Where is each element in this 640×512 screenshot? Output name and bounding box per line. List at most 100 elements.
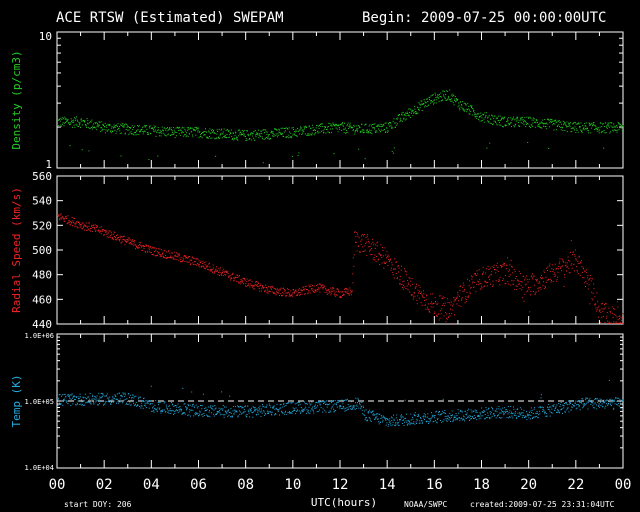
density-point [609, 132, 611, 134]
speed-point [602, 315, 604, 317]
temp-point [468, 417, 470, 418]
temp-point [562, 412, 563, 414]
density-point [169, 128, 171, 130]
speed-point [324, 286, 326, 288]
density-point [431, 94, 433, 96]
density-point [325, 127, 326, 128]
temp-point [583, 403, 585, 405]
density-point [421, 110, 423, 111]
speed-point [373, 243, 375, 245]
density-point [424, 106, 426, 108]
density-point [620, 124, 622, 126]
temp-point [111, 401, 113, 403]
temp-point [401, 416, 403, 418]
density-point [520, 122, 522, 124]
temp-point [332, 404, 334, 406]
temp-point [406, 421, 408, 423]
density-point [536, 121, 538, 123]
temp-point [410, 413, 412, 415]
temp-point [91, 396, 93, 397]
speed-point [479, 282, 481, 284]
density-point [524, 117, 526, 119]
speed-point [426, 294, 428, 296]
temp-point [101, 392, 103, 394]
speed-point [496, 265, 498, 267]
density-point [437, 97, 439, 98]
density-point [61, 125, 62, 127]
density-point [137, 125, 138, 127]
temp-point [84, 393, 86, 395]
temp-point [147, 402, 149, 404]
density-point [390, 122, 392, 124]
density-point [366, 129, 368, 131]
temp-point [270, 411, 272, 413]
speed-point [62, 216, 64, 218]
density-point [566, 131, 568, 133]
speed-point [264, 291, 266, 293]
temp-point [61, 394, 63, 396]
speed-point [141, 250, 143, 251]
temp-point [509, 416, 511, 418]
temp-point [394, 425, 396, 427]
speed-point [583, 277, 585, 279]
temp-point [531, 412, 533, 413]
speed-point [319, 283, 321, 285]
density-point [451, 98, 453, 100]
speed-point [446, 318, 448, 320]
speed-point [219, 267, 221, 269]
temp-point [489, 418, 491, 420]
density-point [395, 122, 397, 124]
speed-point [450, 301, 452, 303]
temp-point [259, 408, 261, 410]
speed-point [488, 276, 489, 278]
density-point [330, 124, 332, 126]
speed-point [454, 298, 456, 300]
density-point [576, 128, 578, 130]
speed-point [577, 261, 579, 262]
speed-point [538, 287, 540, 289]
temp-point [493, 413, 495, 415]
temp-point [294, 409, 296, 411]
density-point [352, 127, 354, 129]
temp-point [491, 406, 493, 408]
density-point [229, 134, 231, 136]
speed-point [540, 274, 542, 276]
temp-point [543, 411, 545, 413]
temp-point [495, 410, 497, 412]
density-point [186, 127, 188, 129]
speed-point [276, 292, 278, 294]
temp-point [616, 401, 618, 402]
temp-point [172, 409, 174, 411]
temp-point [299, 403, 301, 405]
density-point [502, 117, 504, 119]
density-point [473, 110, 474, 112]
speed-point [215, 266, 217, 268]
temp-point [513, 408, 515, 410]
density-point [186, 134, 188, 136]
density-point [152, 127, 154, 129]
temp-point [552, 412, 554, 414]
density-point [611, 122, 613, 124]
density-point [329, 128, 331, 130]
density-point [321, 130, 322, 132]
density-point [436, 99, 438, 101]
temp-point [455, 413, 457, 415]
density-point [481, 120, 483, 122]
density-point [178, 133, 180, 135]
speed-point [355, 241, 356, 243]
temp-point [214, 408, 216, 410]
density-point [146, 128, 148, 130]
density-point [515, 123, 517, 125]
density-point [319, 123, 321, 125]
density-point [223, 128, 225, 130]
temp-point [153, 409, 155, 411]
speed-point [501, 266, 503, 268]
temp-point [140, 405, 142, 407]
speed-point [460, 299, 462, 301]
speed-point [211, 270, 213, 272]
speed-point [410, 294, 412, 296]
temp-point [359, 403, 360, 405]
speed-point [389, 259, 391, 261]
density-point [264, 129, 266, 131]
speed-point [312, 288, 314, 290]
